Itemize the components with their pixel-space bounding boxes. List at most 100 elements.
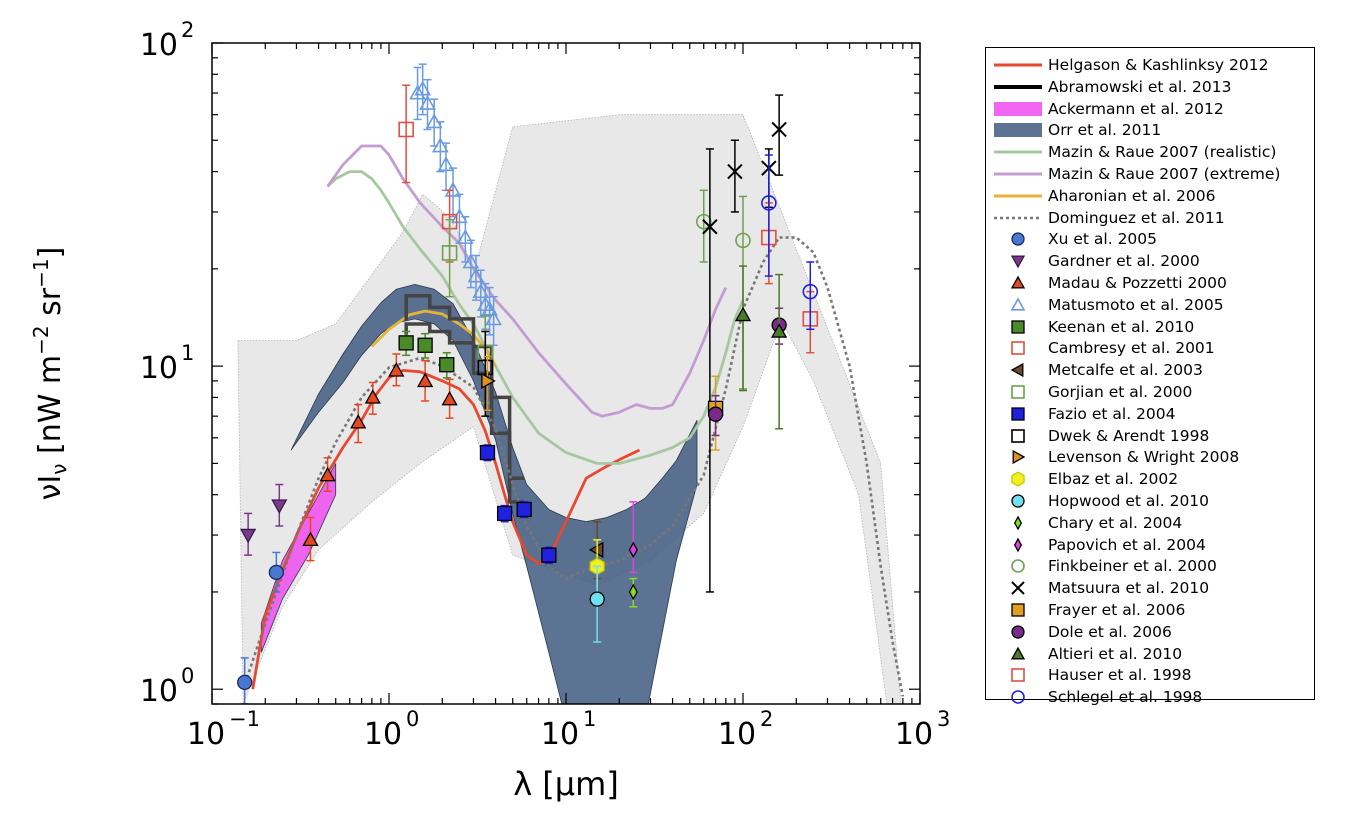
legend-swatch <box>994 84 1042 89</box>
error-bar <box>739 265 747 392</box>
y-tick-label: 10 <box>140 674 178 709</box>
data-point <box>398 121 414 138</box>
legend-label: Gorjian et al. 2000 <box>1048 383 1193 401</box>
legend-item-schlegel-et-al-1998: Schlegel et al. 1998 <box>986 686 1314 708</box>
legend-label: Metcalfe et al. 2003 <box>1048 361 1203 380</box>
x-tick-label: 10 <box>718 717 756 752</box>
legend-marker <box>1013 537 1023 552</box>
legend-swatch <box>1010 297 1026 311</box>
legend-item-finkbeiner-et-al-2000: Finkbeiner et al. 2000 <box>986 555 1314 577</box>
legend-swatch <box>994 216 1042 219</box>
legend-label: Dole et al. 2006 <box>1048 622 1172 641</box>
legend-label: Orr et al. 2011 <box>1048 121 1162 140</box>
legend-item-mazin-raue-2007-extreme: Mazin & Raue 2007 (extreme) <box>986 163 1314 185</box>
legend-item-dominguez-et-al-2011: Dominguez et al. 2011 <box>986 207 1314 229</box>
x-tick-label-exponent: 0 <box>406 707 419 731</box>
legend-label: Matusmoto et al. 2005 <box>1048 295 1224 314</box>
legend-item-matusmoto-et-al-2005: Matusmoto et al. 2005 <box>986 294 1314 316</box>
legend-item-papovich-et-al-2004: Papovich et al. 2004 <box>986 534 1314 556</box>
x-tick-label-exponent: 3 <box>937 707 950 731</box>
legend-swatch <box>1013 537 1023 552</box>
data-point <box>771 323 788 338</box>
series-altieri-et-al-2010 <box>734 265 788 430</box>
series-levenson-wright-2008 <box>481 355 496 412</box>
y-axis-label-part: [nW m <box>33 355 68 464</box>
legend-patch <box>994 123 1042 138</box>
error-bar <box>413 66 422 121</box>
legend-label: Helgason & Kashlinksy 2012 <box>1048 56 1269 74</box>
legend-marker <box>1011 690 1025 704</box>
legend-item-aharonian-et-al-2006: Aharonian et al. 2006 <box>986 185 1314 207</box>
legend-label: Mazin & Raue 2007 (realistic) <box>1048 143 1277 162</box>
data-point <box>628 541 638 559</box>
legend-patch <box>994 101 1042 116</box>
legend-item-levenson-wright-2008: Levenson & Wright 2008 <box>986 446 1314 468</box>
series-xu-et-al-2005 <box>237 551 285 704</box>
data-point <box>462 253 480 269</box>
band-ackermann-et-al-2012 <box>260 463 337 653</box>
series-chary-et-al-2004 <box>628 577 638 608</box>
legend-item-cambresy-et-al-2001: Cambresy et al. 2001 <box>986 337 1314 359</box>
legend-swatch <box>994 123 1042 138</box>
series-keenan-et-al-2010 <box>398 330 455 379</box>
series-schlegel-et-al-1998 <box>761 154 819 331</box>
legend-label: Ackermann et al. 2012 <box>1048 99 1224 118</box>
data-point <box>727 163 743 180</box>
error-bar <box>476 269 485 318</box>
x-tick-label: 10 <box>187 717 225 752</box>
data-point <box>441 245 458 261</box>
legend-marker <box>1011 341 1025 356</box>
legend-marker <box>1011 319 1025 334</box>
data-point <box>707 406 724 422</box>
legend-label: Xu et al. 2005 <box>1048 230 1158 249</box>
line-mazin-raue-2007-realistic <box>326 170 745 465</box>
data-point <box>472 283 490 299</box>
legend-swatch <box>1011 559 1025 574</box>
series-gardner-et-al-2000 <box>240 483 288 556</box>
legend-swatch <box>994 172 1042 176</box>
legend-item-elbaz-et-al-2002: Elbaz et al. 2002 <box>986 468 1314 490</box>
legend-label: Papovich et al. 2004 <box>1048 535 1206 554</box>
data-point <box>237 674 253 691</box>
x-tick-label-exponent: 2 <box>760 707 773 731</box>
legend-label: Matsuura et al. 2010 <box>1048 579 1210 598</box>
legend-swatch <box>994 194 1042 198</box>
legend-swatch <box>1012 450 1026 465</box>
data-point <box>388 362 405 377</box>
legend-label: Cambresy et al. 2001 <box>1048 339 1215 358</box>
step-abramowski-et-al-2013-0 <box>404 294 525 480</box>
legend-label: Dominguez et al. 2011 <box>1048 208 1225 227</box>
legend-swatch <box>1011 668 1025 683</box>
data-point <box>695 213 712 230</box>
plot-content <box>237 63 905 704</box>
data-point <box>240 528 257 544</box>
data-point <box>734 306 752 322</box>
background-envelope <box>237 114 902 704</box>
data-point <box>319 466 336 482</box>
x-tick-label-exponent: 1 <box>583 707 596 731</box>
error-bar <box>806 261 815 331</box>
line-helgason-kashlinksy-2012 <box>251 369 641 690</box>
data-point <box>414 80 432 96</box>
data-point <box>409 84 426 100</box>
y-axis-label-part: sr <box>33 287 68 325</box>
legend: Helgason & Kashlinksy 2012 Abramowski et … <box>985 47 1315 706</box>
legend-swatch <box>1011 407 1025 421</box>
data-point <box>268 564 285 580</box>
legend-item-matsuura-et-al-2010: Matsuura et al. 2010 <box>986 577 1314 599</box>
legend-label: Elbaz et al. 2002 <box>1048 470 1179 489</box>
x-axis-label: λ [μm] <box>513 765 619 803</box>
x-tick-label-exponent: −1 <box>229 707 260 731</box>
legend-item-altieri-et-al-2010: Altieri et al. 2010 <box>986 643 1314 665</box>
legend-item-dole-et-al-2006: Dole et al. 2006 <box>986 621 1314 643</box>
legend-marker <box>1011 407 1025 421</box>
data-point <box>456 228 474 244</box>
legend-item-dwek-arendt-1998: Dwek & Arendt 1998 <box>986 425 1314 447</box>
legend-item-fazio-et-al-2004: Fazio et al. 2004 <box>986 403 1314 425</box>
legend-swatch <box>1011 319 1025 334</box>
data-point <box>441 390 458 406</box>
legend-item-mazin-raue-2007-realistic: Mazin & Raue 2007 (realistic) <box>986 141 1314 163</box>
data-point <box>398 335 414 351</box>
y-axis-label-part: −2 <box>29 325 53 354</box>
